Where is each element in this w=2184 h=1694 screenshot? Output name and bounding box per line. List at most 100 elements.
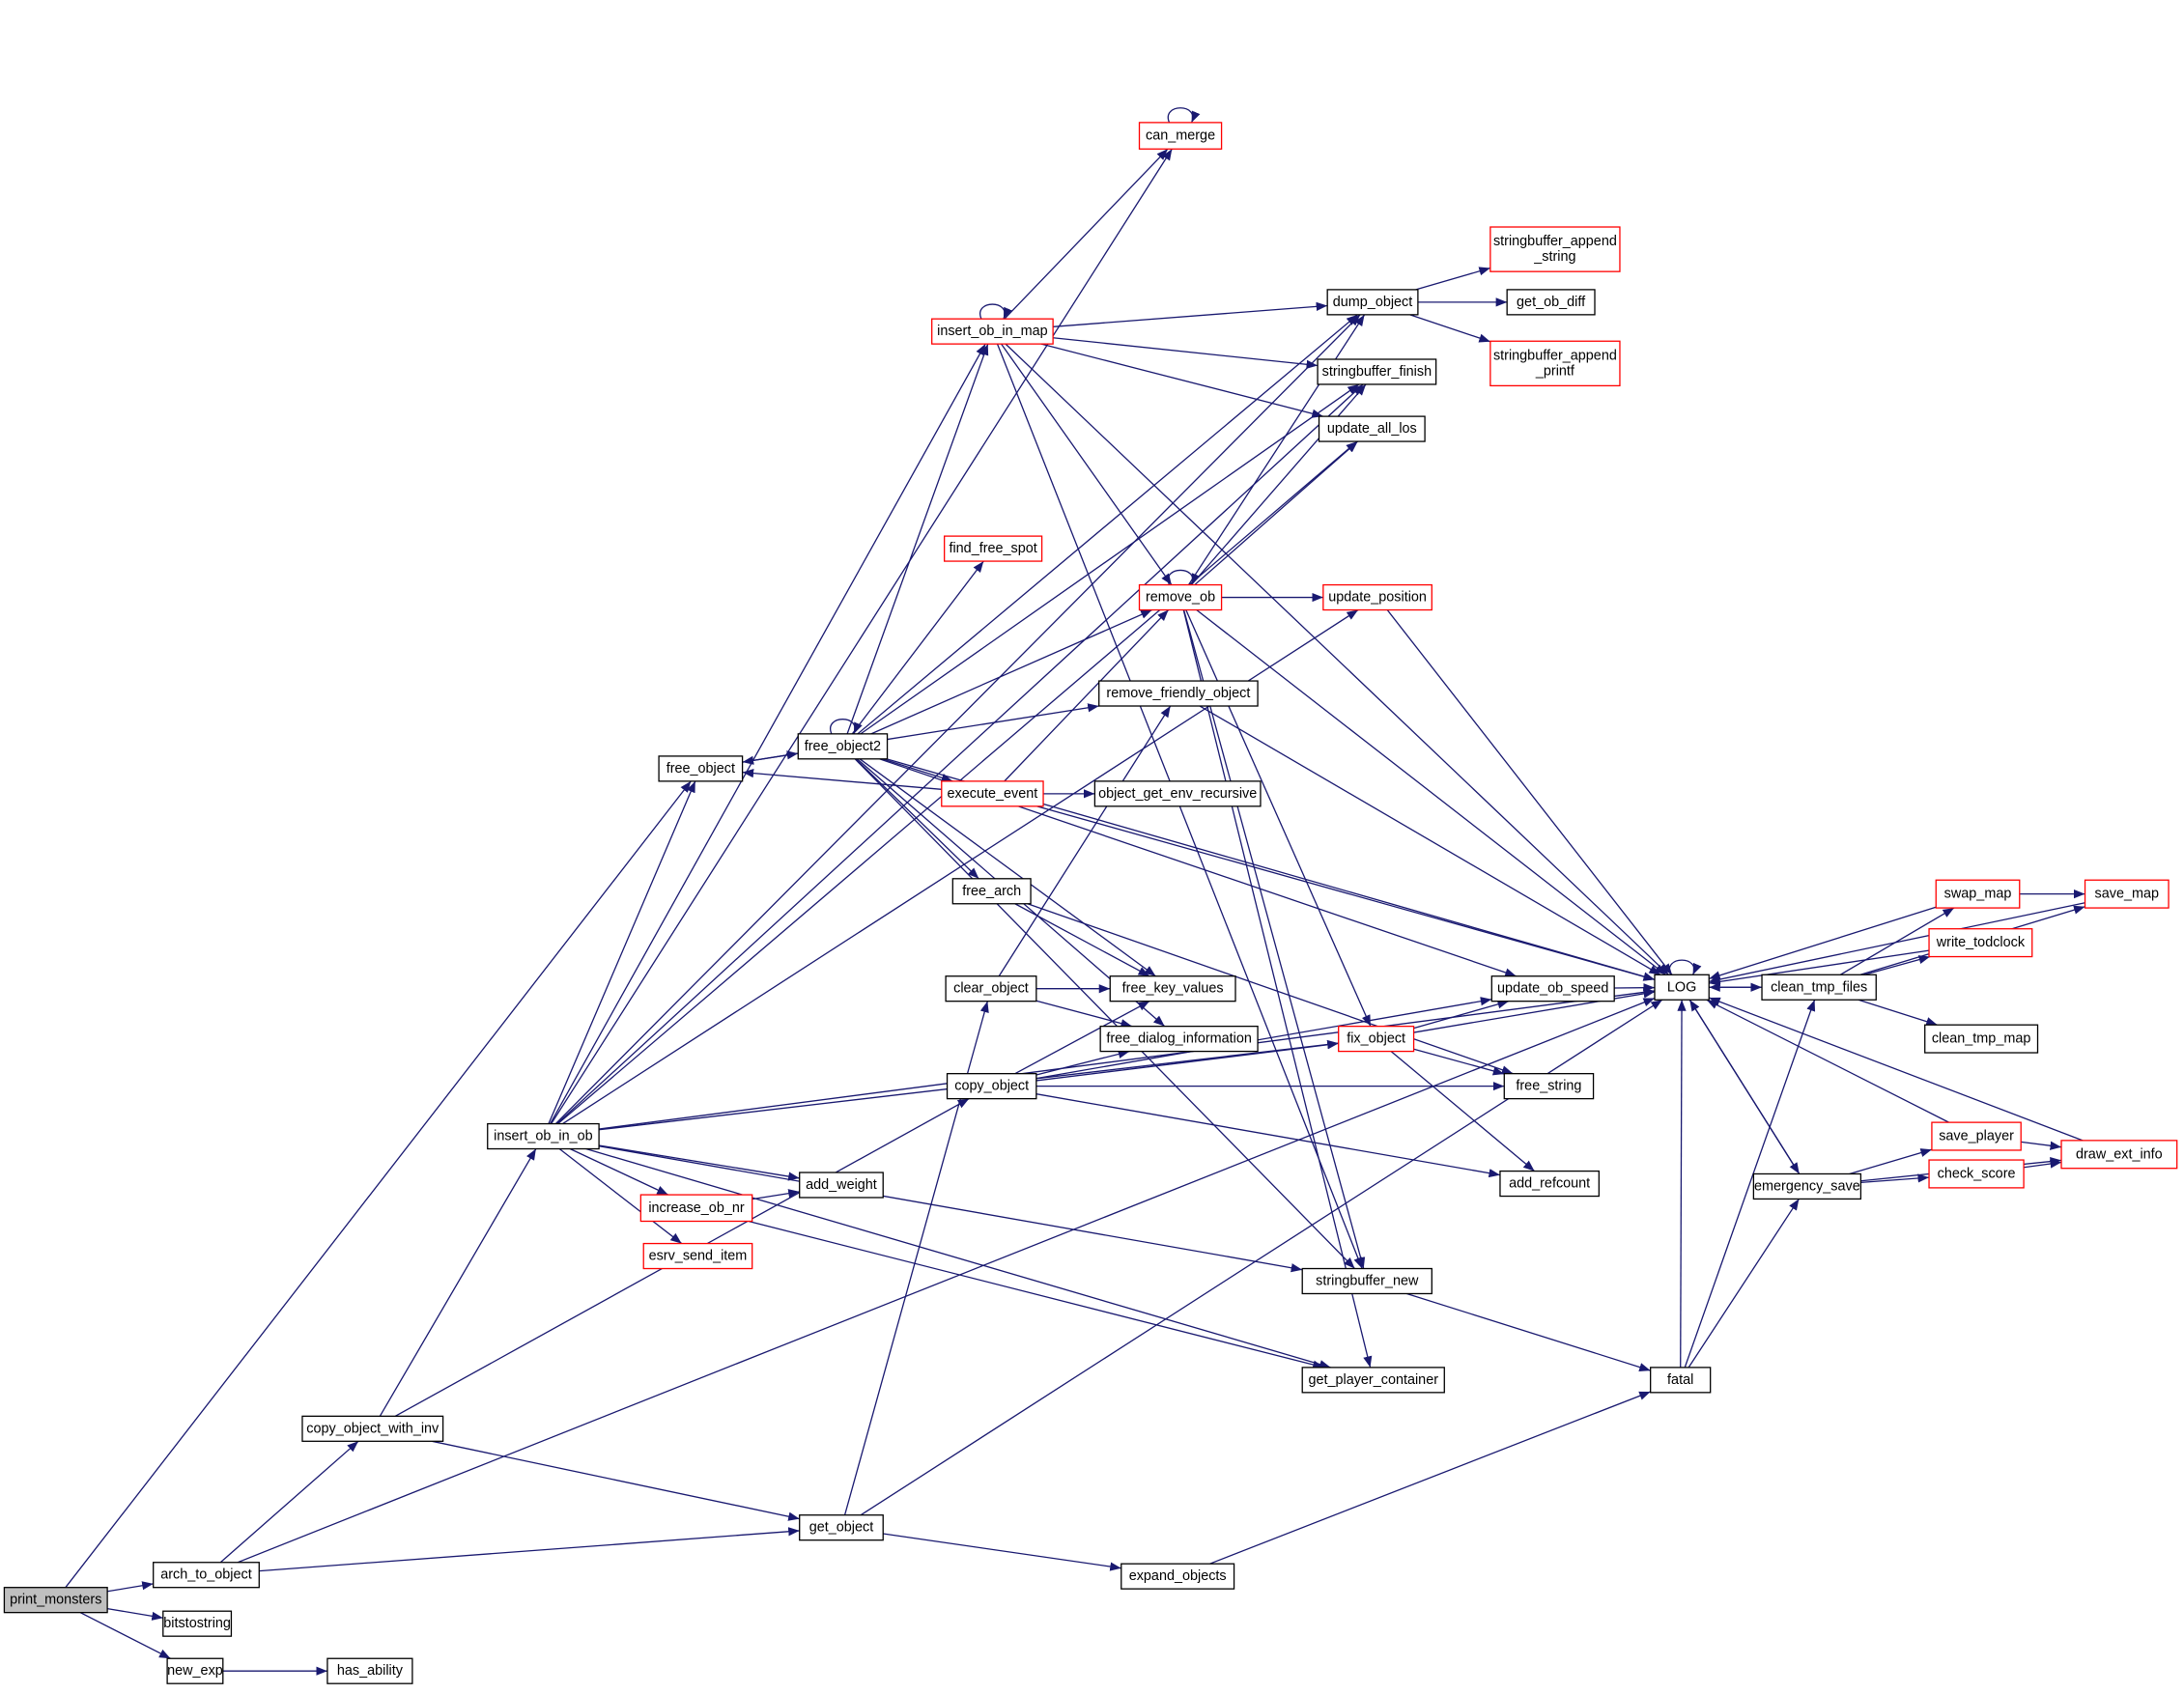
node-copy_object[interactable]: copy_object [946, 1073, 1037, 1100]
node-emergency_save[interactable]: emergency_save [1752, 1172, 1862, 1200]
edge-free_object2-to-remove_friendly_object [887, 703, 1099, 741]
node-label: free_arch [962, 884, 1021, 899]
node-arch_to_object[interactable]: arch_to_object [153, 1562, 260, 1589]
node-save_map[interactable]: save_map [2084, 879, 2170, 909]
node-box [1318, 415, 1426, 442]
edge-insert_ob_in_map-to-stringbuffer_finish [1053, 337, 1319, 369]
edge-get_object-to-expand_objects [883, 1533, 1121, 1571]
node-draw_ext_info[interactable]: draw_ext_info [2060, 1140, 2178, 1170]
node-add_refcount[interactable]: add_refcount [1499, 1170, 1600, 1198]
node-dump_object[interactable]: dump_object [1326, 289, 1419, 316]
edge-update_position-to-LOG [1386, 609, 1673, 975]
node-get_ob_diff[interactable]: get_ob_diff [1506, 289, 1596, 316]
node-free_object2[interactable]: free_object2 [797, 733, 889, 760]
node-box [1928, 928, 2033, 958]
node-insert_ob_in_map[interactable]: insert_ob_in_map [931, 318, 1054, 345]
node-box [1109, 975, 1236, 1002]
node-LOG[interactable]: LOG [1654, 974, 1710, 1001]
node-remove_ob[interactable]: remove_ob [1138, 583, 1223, 611]
node-label: stringbuffer_finish [1322, 364, 1432, 380]
node-bitstostring[interactable]: bitstostring [162, 1610, 233, 1637]
node-label: new_exp [167, 1663, 223, 1679]
node-clear_object[interactable]: clear_object [945, 975, 1037, 1002]
node-execute_event[interactable]: execute_event [941, 780, 1044, 807]
node-label: find_free_spot [949, 541, 1036, 556]
node-insert_ob_in_ob[interactable]: insert_ob_in_ob [487, 1122, 600, 1150]
node-esrv_send_item[interactable]: esrv_send_item [642, 1242, 753, 1270]
node-box [1138, 583, 1223, 611]
node-clean_tmp_map[interactable]: clean_tmp_map [1924, 1024, 2039, 1054]
node-free_key_values[interactable]: free_key_values [1109, 975, 1236, 1002]
node-box [301, 1415, 444, 1442]
node-box [945, 975, 1037, 1002]
edge-insert_ob_in_ob-to-dump_object [554, 314, 1361, 1125]
node-box [487, 1122, 600, 1150]
edge-insert_ob_in_ob-to-get_player_container [585, 1147, 1331, 1369]
edge-write_todclock-to-LOG [1709, 949, 1930, 986]
node-check_score[interactable]: check_score [1928, 1159, 2025, 1189]
node-box [639, 1194, 753, 1223]
node-box [1093, 780, 1262, 807]
node-copy_object_with_inv[interactable]: copy_object_with_inv [301, 1415, 444, 1442]
edge-fix_object-to-free_string [1413, 1048, 1505, 1076]
node-can_merge[interactable]: can_merge [1138, 122, 1223, 150]
edge-execute_event-to-free_object [742, 769, 942, 790]
node-label: dump_object [1333, 295, 1413, 310]
edge-insert_ob_in_map-to-dump_object [1053, 301, 1328, 327]
node-free_string[interactable]: free_string [1503, 1073, 1595, 1100]
edge-clean_tmp_files-to-clean_tmp_map [1858, 999, 1938, 1027]
node-save_player[interactable]: save_player [1931, 1121, 2022, 1151]
node-update_all_los[interactable]: update_all_los [1318, 415, 1426, 442]
node-new_exp[interactable]: new_exp [166, 1657, 224, 1684]
node-box [1489, 340, 1621, 387]
edge-free_arch-to-free_string [1027, 903, 1514, 1075]
node-update_ob_speed[interactable]: update_ob_speed [1490, 975, 1615, 1002]
node-box [799, 1514, 884, 1541]
node-update_position[interactable]: update_position [1322, 583, 1432, 611]
node-remove_friendly_object[interactable]: remove_friendly_object [1098, 680, 1259, 707]
node-free_arch[interactable]: free_arch [951, 878, 1032, 905]
node-free_dialog_information[interactable]: free_dialog_information [1099, 1025, 1259, 1053]
node-find_free_spot[interactable]: find_free_spot [944, 535, 1043, 562]
node-stringbuffer_new[interactable]: stringbuffer_new [1301, 1267, 1432, 1295]
node-fix_object[interactable]: fix_object [1338, 1025, 1415, 1053]
node-box [166, 1657, 224, 1684]
node-stringbuffer_append_string[interactable]: stringbuffer_append_string [1489, 226, 1621, 272]
node-label: execute_event [948, 786, 1038, 802]
node-swap_map[interactable]: swap_map [1935, 879, 2021, 909]
edge-copy_object-to-update_ob_speed [1035, 997, 1492, 1080]
node-box [1928, 1159, 2025, 1189]
node-get_object[interactable]: get_object [799, 1514, 884, 1541]
node-stringbuffer_append_printf[interactable]: stringbuffer_append_printf [1489, 340, 1621, 387]
node-label: free_object [667, 761, 735, 776]
edge-dump_object-to-stringbuffer_append_string [1415, 267, 1491, 291]
node-label: get_player_container [1308, 1372, 1438, 1388]
node-object_get_env_recursive[interactable]: object_get_env_recursive [1093, 780, 1262, 807]
node-stringbuffer_finish[interactable]: stringbuffer_finish [1317, 358, 1437, 385]
edge-fix_object-to-add_refcount [1390, 1051, 1536, 1172]
node-label: clear_object [953, 981, 1029, 997]
node-get_player_container[interactable]: get_player_container [1301, 1367, 1445, 1394]
node-free_object[interactable]: free_object [658, 755, 744, 782]
node-label: copy_object [954, 1079, 1029, 1094]
node-add_weight[interactable]: add_weight [799, 1172, 884, 1199]
node-expand_objects[interactable]: expand_objects [1120, 1563, 1235, 1590]
node-box [1338, 1025, 1415, 1053]
node-increase_ob_nr[interactable]: increase_ob_nr [639, 1194, 753, 1223]
node-label: can_merge [1146, 128, 1215, 144]
node-print_monsters[interactable]: print_monsters [3, 1587, 108, 1614]
node-box [162, 1610, 233, 1637]
node-has_ability[interactable]: has_ability [326, 1657, 413, 1684]
edge-expand_objects-to-fatal [1209, 1391, 1651, 1565]
edge-insert_ob_in_map-to-remove_ob [1001, 343, 1173, 585]
edge-insert_ob_in_ob-to-esrv_send_item [558, 1148, 683, 1245]
node-clean_tmp_files[interactable]: clean_tmp_files [1761, 974, 1877, 1001]
node-label: copy_object_with_inv [306, 1421, 440, 1436]
node-label: insert_ob_in_ob [494, 1129, 593, 1144]
node-label: free_string [1516, 1079, 1581, 1094]
node-label: get_object [809, 1520, 873, 1536]
node-fatal[interactable]: fatal [1650, 1367, 1712, 1394]
edge-insert_ob_in_ob-to-insert_ob_in_map [550, 343, 986, 1124]
node-write_todclock[interactable]: write_todclock [1928, 928, 2033, 958]
edge-free_object2-to-stringbuffer_new [854, 758, 1356, 1269]
